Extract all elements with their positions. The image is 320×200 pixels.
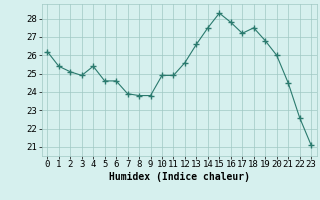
X-axis label: Humidex (Indice chaleur): Humidex (Indice chaleur) bbox=[109, 172, 250, 182]
